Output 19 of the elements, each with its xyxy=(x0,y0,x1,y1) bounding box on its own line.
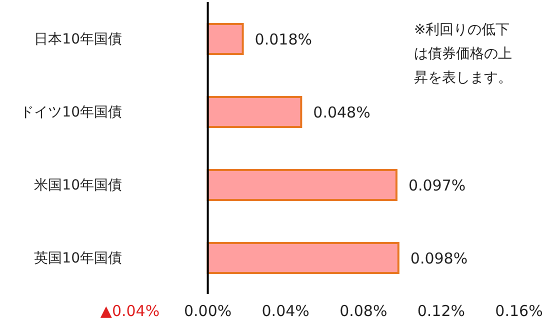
y-tick-label: 日本10年国債 xyxy=(34,31,122,48)
x-tick-label: 0.12% xyxy=(417,302,466,320)
x-tick-label: 0.08% xyxy=(340,302,388,320)
annotation: ※利回りの低下は債券価格の上昇を表します。 xyxy=(414,21,513,88)
y-tick-label: 英国10年国債 xyxy=(34,250,122,266)
x-tick-label: 0.00% xyxy=(184,302,232,320)
x-tick-label: 0.16% xyxy=(495,302,543,320)
data-label: 0.018% xyxy=(254,30,312,48)
data-label: 0.097% xyxy=(408,176,466,194)
x-tick-label: 0.04% xyxy=(262,302,310,320)
bar xyxy=(206,96,302,128)
data-label: 0.048% xyxy=(313,103,370,122)
y-tick-label: 米国10年国債 xyxy=(34,177,122,194)
x-tick-label: ▲0.04% xyxy=(100,302,160,320)
bar xyxy=(206,169,398,201)
y-tick-label: ドイツ10年国債 xyxy=(20,104,122,120)
bar xyxy=(206,23,244,55)
data-label: 0.098% xyxy=(410,249,468,268)
bar xyxy=(206,242,400,274)
